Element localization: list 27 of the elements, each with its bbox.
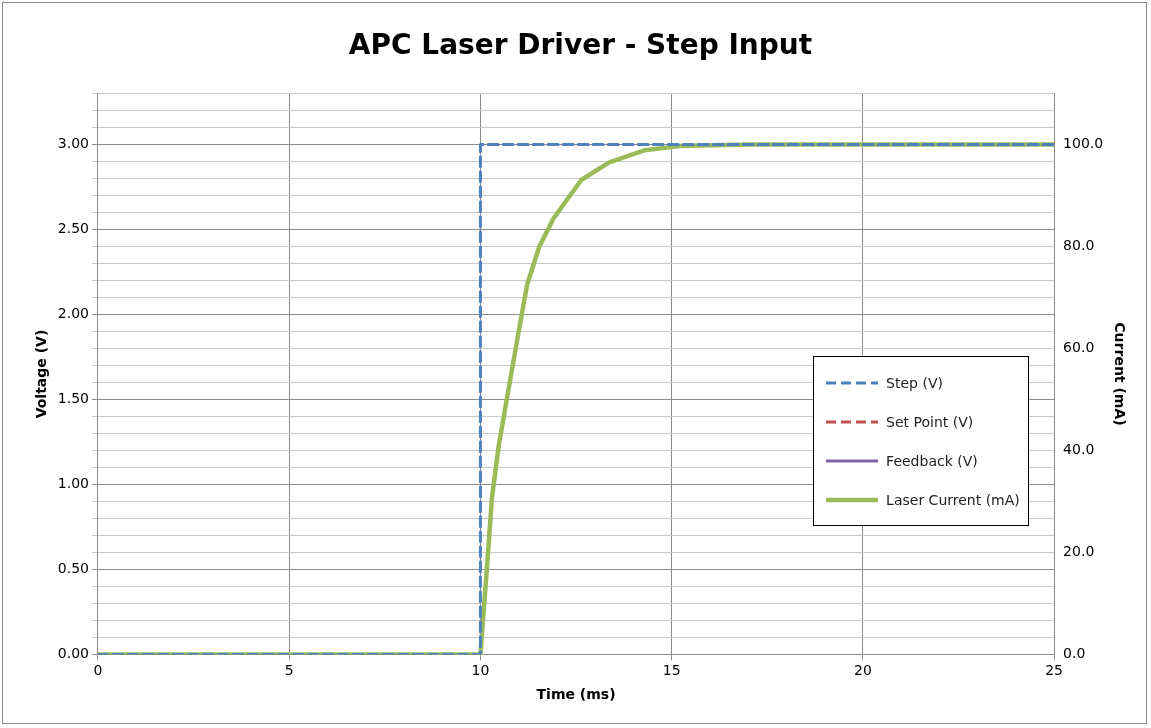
x-tick-label: 20 xyxy=(853,662,872,679)
y-tick-label: 3.00 xyxy=(57,135,89,152)
y-axis-title: Voltage (V) xyxy=(33,329,50,419)
y-tick-label: 2.50 xyxy=(57,220,89,237)
x-tick-label: 25 xyxy=(1045,662,1064,679)
y2-tick-label: 40.0 xyxy=(1063,441,1095,458)
x-tick-label: 5 xyxy=(284,662,294,679)
x-tick-label: 0 xyxy=(93,662,103,679)
legend-label: Step (V) xyxy=(886,374,943,391)
y2-tick-label: 20.0 xyxy=(1063,543,1095,560)
x-tick-label: 15 xyxy=(662,662,681,679)
x-tick-label: 10 xyxy=(471,662,490,679)
y2-tick-label: 80.0 xyxy=(1063,237,1095,254)
y-tick-label: 0.00 xyxy=(57,645,89,662)
chart-title: APC Laser Driver - Step Input xyxy=(348,28,813,62)
y-tick-label: 2.00 xyxy=(57,305,89,322)
y2-tick-label: 100.0 xyxy=(1063,135,1104,152)
y2-tick-label: 0.0 xyxy=(1063,645,1086,662)
y-tick-label: 1.50 xyxy=(57,390,89,407)
legend-label: Feedback (V) xyxy=(886,452,978,469)
legend-label: Laser Current (mA) xyxy=(886,491,1020,508)
y-tick-label: 1.00 xyxy=(57,475,89,492)
legend-label: Set Point (V) xyxy=(886,413,974,430)
y2-tick-label: 60.0 xyxy=(1063,339,1095,356)
y2-axis-title: Current (mA) xyxy=(1111,322,1128,426)
y-tick-label: 0.50 xyxy=(57,560,89,577)
x-axis-title: Time (ms) xyxy=(536,686,616,703)
